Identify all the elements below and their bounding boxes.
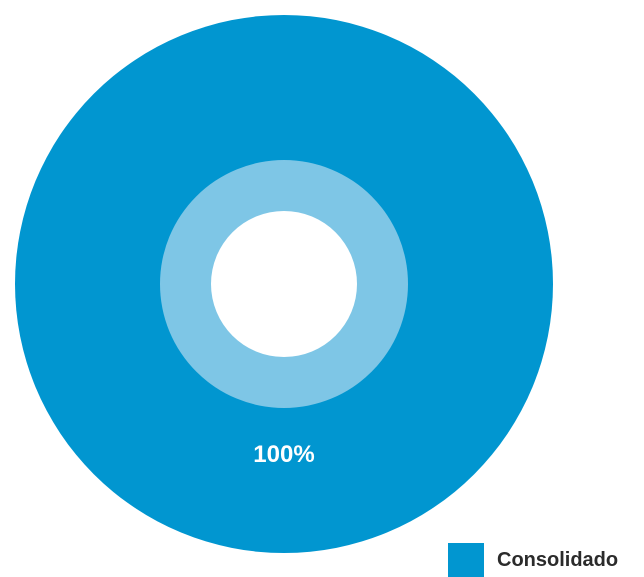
legend: Consolidado (448, 543, 618, 577)
legend-label: Consolidado (497, 548, 619, 571)
slice-value-label-0: 100% (253, 441, 314, 468)
center-hole (211, 211, 357, 357)
slice-labels: 100% (253, 441, 314, 468)
legend-swatch (448, 543, 484, 577)
